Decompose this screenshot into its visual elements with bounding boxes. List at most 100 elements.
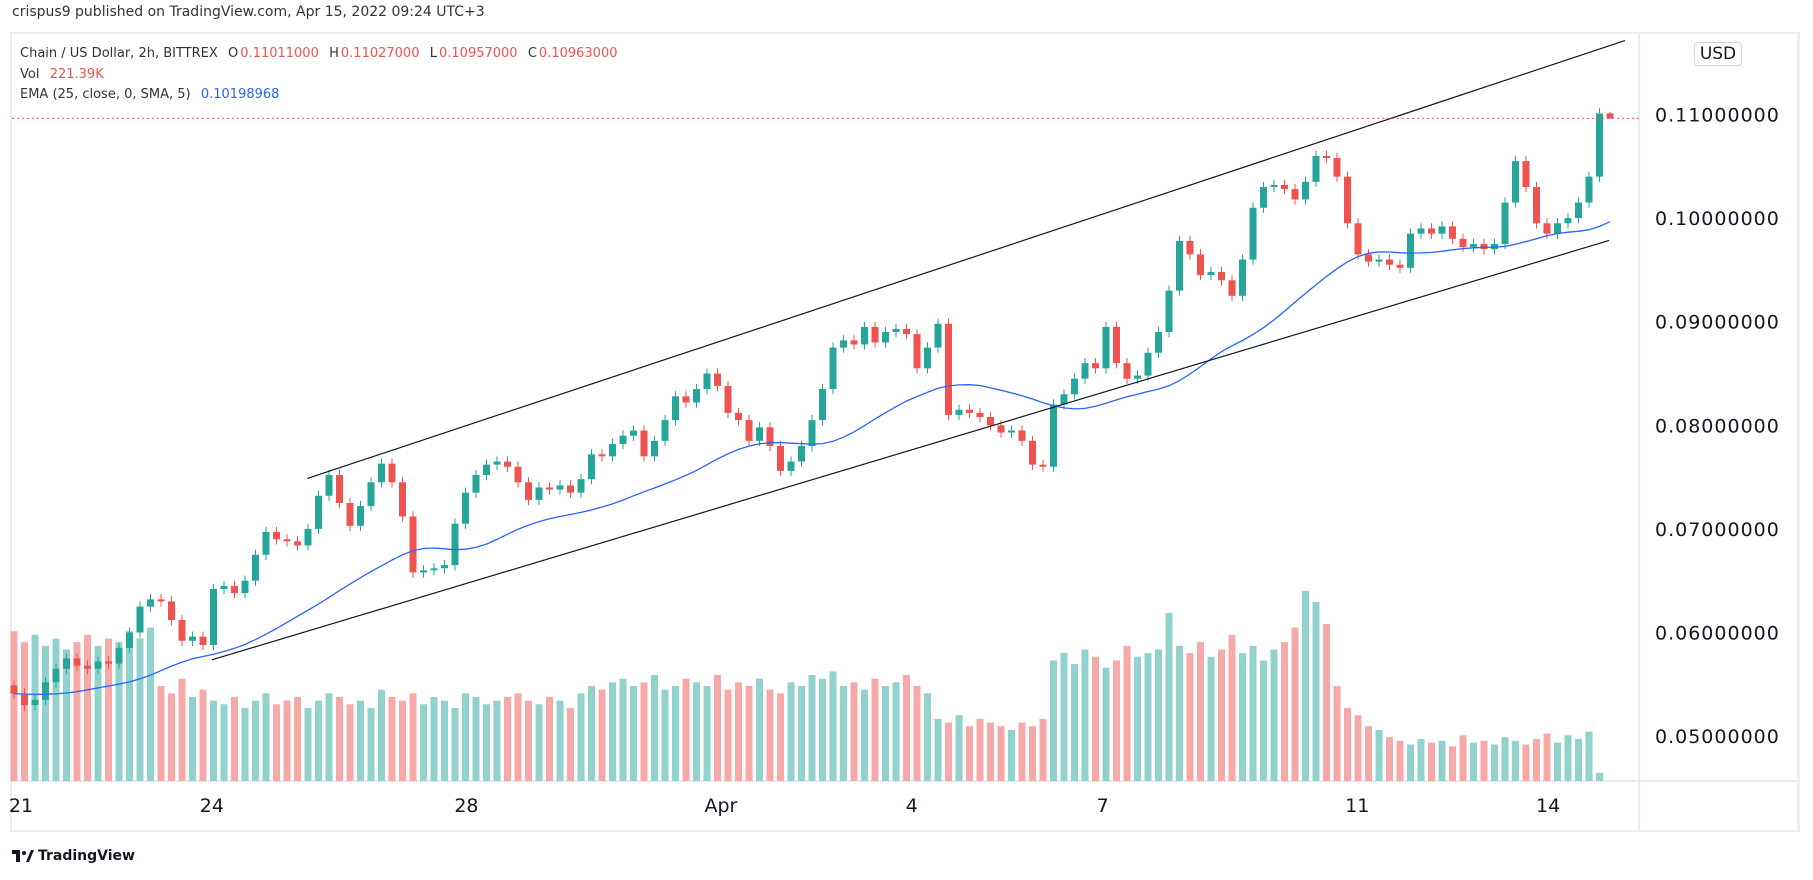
volume-bar [399,700,406,781]
candle-body [1323,155,1330,159]
candle-body [1438,226,1446,234]
candle-body [388,463,396,483]
candle-body [1239,259,1246,296]
volume-bar [1585,731,1593,781]
candle-body [1186,240,1194,255]
volume-bar [94,645,102,781]
volume-bar [462,693,469,781]
candle-body [525,482,532,500]
candle-body [367,482,375,507]
candle-body [1302,181,1309,200]
volume-bar [1018,722,1026,781]
candle-body [1585,176,1593,203]
volume-bar [147,627,154,781]
candle-body [336,475,343,503]
channel-lines[interactable] [211,39,1626,661]
volume-bar [588,686,595,781]
candle-body [346,503,354,526]
volume-bar [777,693,784,781]
volume-bar [945,722,952,781]
candle-body [1470,244,1477,248]
candle-body [304,528,312,546]
candle-body [31,699,39,706]
volume-bar [1501,737,1509,781]
legend-symbol-row: Chain / US Dollar, 2h, BITTREX O 0.110110… [20,44,620,65]
volume-bar [1564,735,1572,781]
volume-bar [1417,738,1425,781]
volume-bar [1302,591,1309,781]
volume-bar [1512,740,1519,781]
tradingview-logo[interactable]: TradingView [12,848,135,864]
volume-bar [1039,718,1047,781]
candle-body [147,599,154,607]
volume-bar [1165,612,1173,781]
volume-bar [861,689,868,781]
candle-body [1512,161,1519,203]
volume-bar [640,682,648,781]
volume-bar [693,682,700,781]
volume-value: 221.39K [49,66,104,82]
candle-body [861,326,868,345]
volume-bar [115,642,123,781]
price-axis[interactable]: 0.11000000 0.10000000 0.09000000 0.08000000… [1655,105,1780,749]
volume-bar [913,686,921,781]
volume-bar [1081,649,1089,781]
legend-ema-row: EMA (25, close, 0, SMA, 5) 0.10198968 [20,85,620,106]
time-tick-label: 28 [454,795,478,817]
volume-bar [241,707,249,781]
volume-bar [178,678,186,781]
volume-bar [273,704,280,781]
candle-body [787,461,795,471]
channel-trendline [211,239,1610,661]
candle-body [178,620,186,641]
candle-body [1029,440,1036,465]
volume-bar [451,707,459,781]
volume-bar [441,700,448,781]
candle-body [1533,187,1540,224]
candle-body [976,412,984,418]
volume-bar [840,686,847,781]
candle-body [1123,363,1131,379]
candle-body [1522,161,1530,188]
time-axis[interactable]: 21 24 28 Apr 4 7 11 14 [9,795,1560,817]
ema-line [13,221,1611,695]
candle-body [1155,332,1162,353]
candle-body [745,420,753,441]
volume-bar [220,704,228,781]
high-value: 0.11027000 [340,46,420,61]
candle-body [819,389,826,421]
volume-bars [10,591,1603,781]
volume-bar [735,682,742,781]
candle-body [1375,259,1383,262]
volume-bar [808,675,816,781]
volume-bar [189,696,196,781]
volume-bar [714,675,721,781]
time-tick-label: 4 [906,795,918,817]
candle-body [1596,113,1603,177]
currency-button[interactable]: USD [1694,42,1742,66]
candle-body [325,475,333,496]
volume-bar [378,689,385,781]
volume-bar [934,718,942,781]
volume-bar [315,700,322,781]
candle-body [1354,223,1362,255]
candle-body [808,420,816,447]
volume-bar [1407,744,1414,781]
candle-body [871,326,879,343]
volume-bar [1176,645,1183,781]
candle-body [1249,207,1257,260]
candle-body [619,435,627,444]
price-tick-label: 0.08000000 [1655,415,1780,437]
volume-bar [672,686,679,781]
volume-bar [997,726,1005,781]
volume-bar [346,704,354,781]
candle-body [21,693,28,706]
candle-body [1291,189,1299,200]
volume-bar [577,693,585,781]
volume-bar [1312,601,1320,781]
candle-body [651,440,658,457]
candle-body [1102,326,1110,369]
volume-bar [1281,642,1288,781]
candle-body [1207,271,1215,276]
